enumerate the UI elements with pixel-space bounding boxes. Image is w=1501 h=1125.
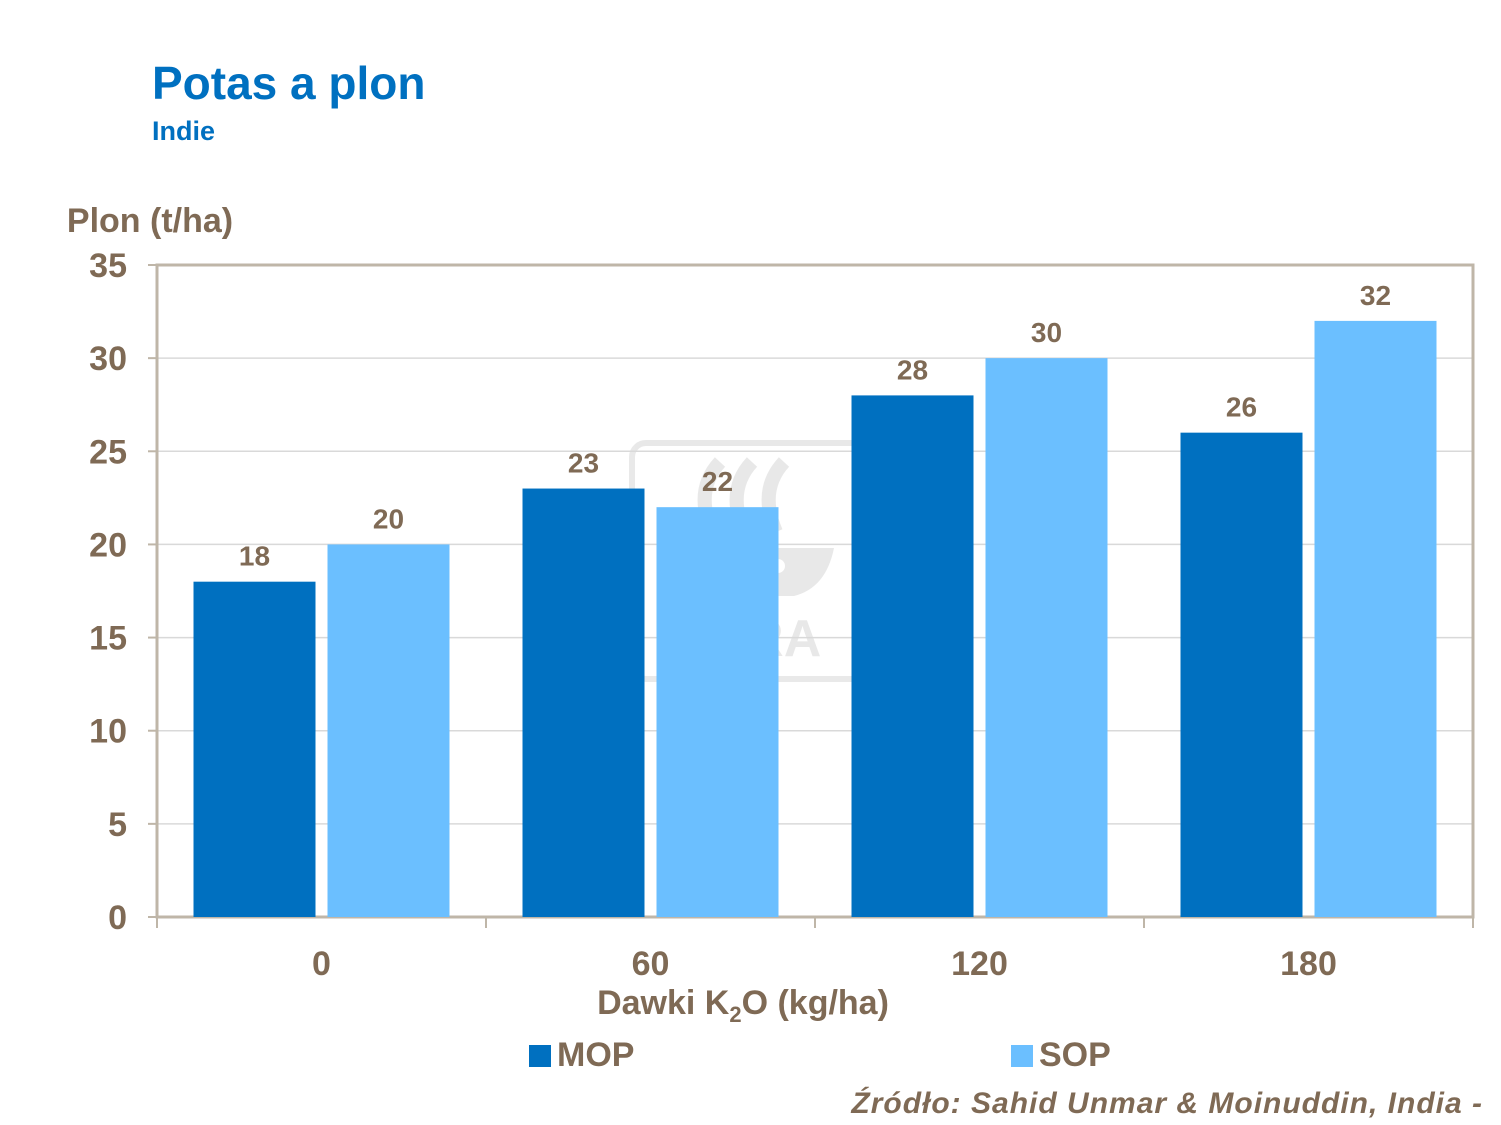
source-note: Źródło: Sahid Unmar & Moinuddin, India - (851, 1087, 1483, 1120)
data-label-mop: 18 (239, 541, 270, 572)
y-tick-label: 15 (89, 620, 127, 658)
y-tick-label: 35 (89, 247, 127, 285)
data-label-mop: 28 (897, 354, 928, 385)
x-tick-label: 60 (632, 945, 670, 983)
y-tick-label: 0 (108, 899, 127, 937)
x-tick-label: 180 (1280, 945, 1337, 983)
bar-sop (327, 544, 450, 917)
legend-item-sop: SOP (1011, 1036, 1111, 1075)
bar-sop (1314, 320, 1437, 917)
y-axis-title: Plon (t/ha) (67, 202, 233, 240)
data-label-sop: 32 (1360, 280, 1391, 311)
legend-label-mop: MOP (557, 1036, 635, 1074)
bar-mop (1180, 432, 1303, 917)
legend-swatch-sop (1011, 1044, 1033, 1067)
bar-mop (193, 581, 316, 917)
y-tick-label: 20 (89, 526, 127, 564)
bar-mop (522, 488, 645, 917)
chart-title: Potas a plon (152, 57, 426, 109)
y-tick-label: 25 (89, 433, 127, 471)
data-label-sop: 20 (373, 503, 404, 534)
legend-item-mop: MOP (529, 1036, 634, 1075)
data-label-mop: 23 (568, 448, 599, 479)
legend-label-sop: SOP (1039, 1036, 1111, 1074)
x-axis-title: Dawki K2O (kg/ha) (597, 984, 889, 1027)
chart-subtitle: Indie (152, 116, 216, 146)
x-tick-label: 0 (312, 945, 331, 983)
y-tick-label: 10 (89, 713, 127, 751)
data-label-mop: 26 (1226, 392, 1257, 423)
y-tick-label: 5 (108, 806, 127, 844)
bar-sop (656, 507, 779, 917)
bar-mop (851, 395, 974, 917)
bar-sop (985, 358, 1108, 918)
legend-swatch-mop (529, 1044, 551, 1067)
data-label-sop: 22 (702, 466, 733, 497)
x-tick-label: 120 (951, 945, 1008, 983)
data-label-sop: 30 (1031, 317, 1062, 348)
y-tick-label: 30 (89, 340, 127, 378)
